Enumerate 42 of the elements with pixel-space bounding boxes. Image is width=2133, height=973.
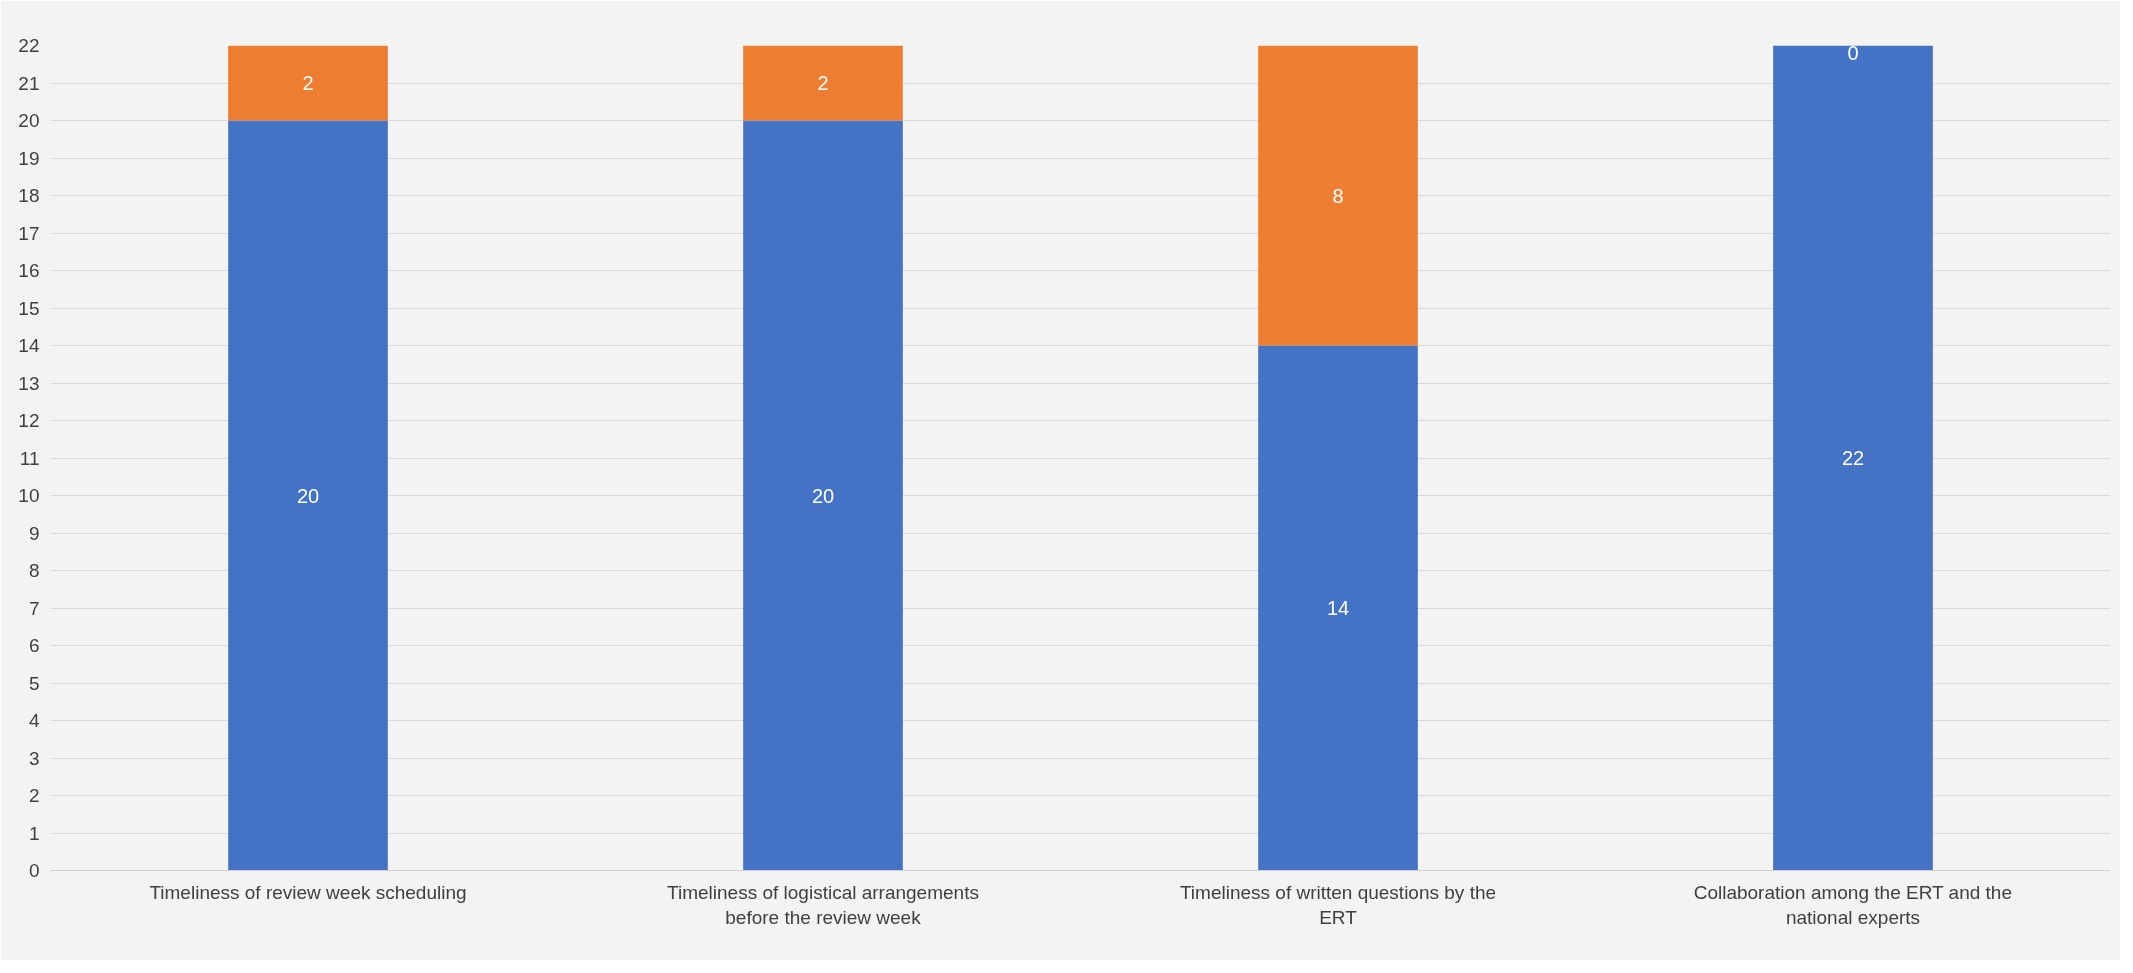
data-label: 8: [1332, 184, 1344, 207]
y-tick-label: 4: [28, 710, 40, 731]
data-label: 22: [1841, 447, 1865, 469]
y-tick-label: 15: [18, 297, 40, 319]
y-tick-label: 22: [18, 35, 40, 56]
bar: [743, 45, 903, 121]
x-tick-label: Timeliness of logistical arrangements before the review week: [667, 881, 979, 928]
y-tick-label: 9: [28, 522, 40, 544]
y-tick-label: 12: [18, 410, 40, 431]
data-label: 0: [1847, 41, 1859, 64]
x-tick-label: Timeliness of review week scheduling: [149, 881, 467, 903]
bar: [228, 45, 388, 121]
y-tick-label: 2: [28, 785, 40, 806]
y-tick-label: 21: [18, 72, 40, 94]
y-tick-label: 18: [18, 185, 40, 206]
y-tick-label: 17: [18, 222, 40, 244]
y-tick-label: 8: [28, 560, 40, 581]
y-tick-label: 3: [28, 747, 40, 769]
y-tick-label: 1: [28, 822, 40, 844]
y-tick-label: 6: [28, 635, 40, 656]
bar: [228, 120, 388, 871]
y-tick-label: 20: [18, 110, 40, 131]
data-label: 2: [817, 72, 829, 94]
bar: [1258, 345, 1418, 871]
x-tick-label: Timeliness of written questions by the ERT: [1179, 881, 1497, 928]
data-label: 20: [811, 484, 835, 507]
x-tick-label: Collaboration among the ERT and the national experts: [1693, 881, 2012, 928]
bar: [1773, 45, 1933, 871]
y-tick-label: 0: [28, 860, 40, 881]
y-tick-label: 10: [18, 485, 40, 506]
data-label: 20: [296, 484, 320, 507]
bar: [1258, 45, 1418, 346]
y-tick-label: 11: [19, 447, 40, 469]
bar: [743, 120, 903, 871]
y-tick-label: 13: [18, 372, 40, 394]
y-tick-label: 16: [18, 260, 40, 281]
data-label: 14: [1326, 597, 1350, 619]
y-tick-label: 7: [28, 597, 40, 619]
y-tick-label: 19: [18, 147, 40, 169]
y-tick-label: 5: [28, 672, 40, 694]
y-tick-label: 14: [18, 335, 40, 356]
data-label: 2: [302, 72, 314, 94]
